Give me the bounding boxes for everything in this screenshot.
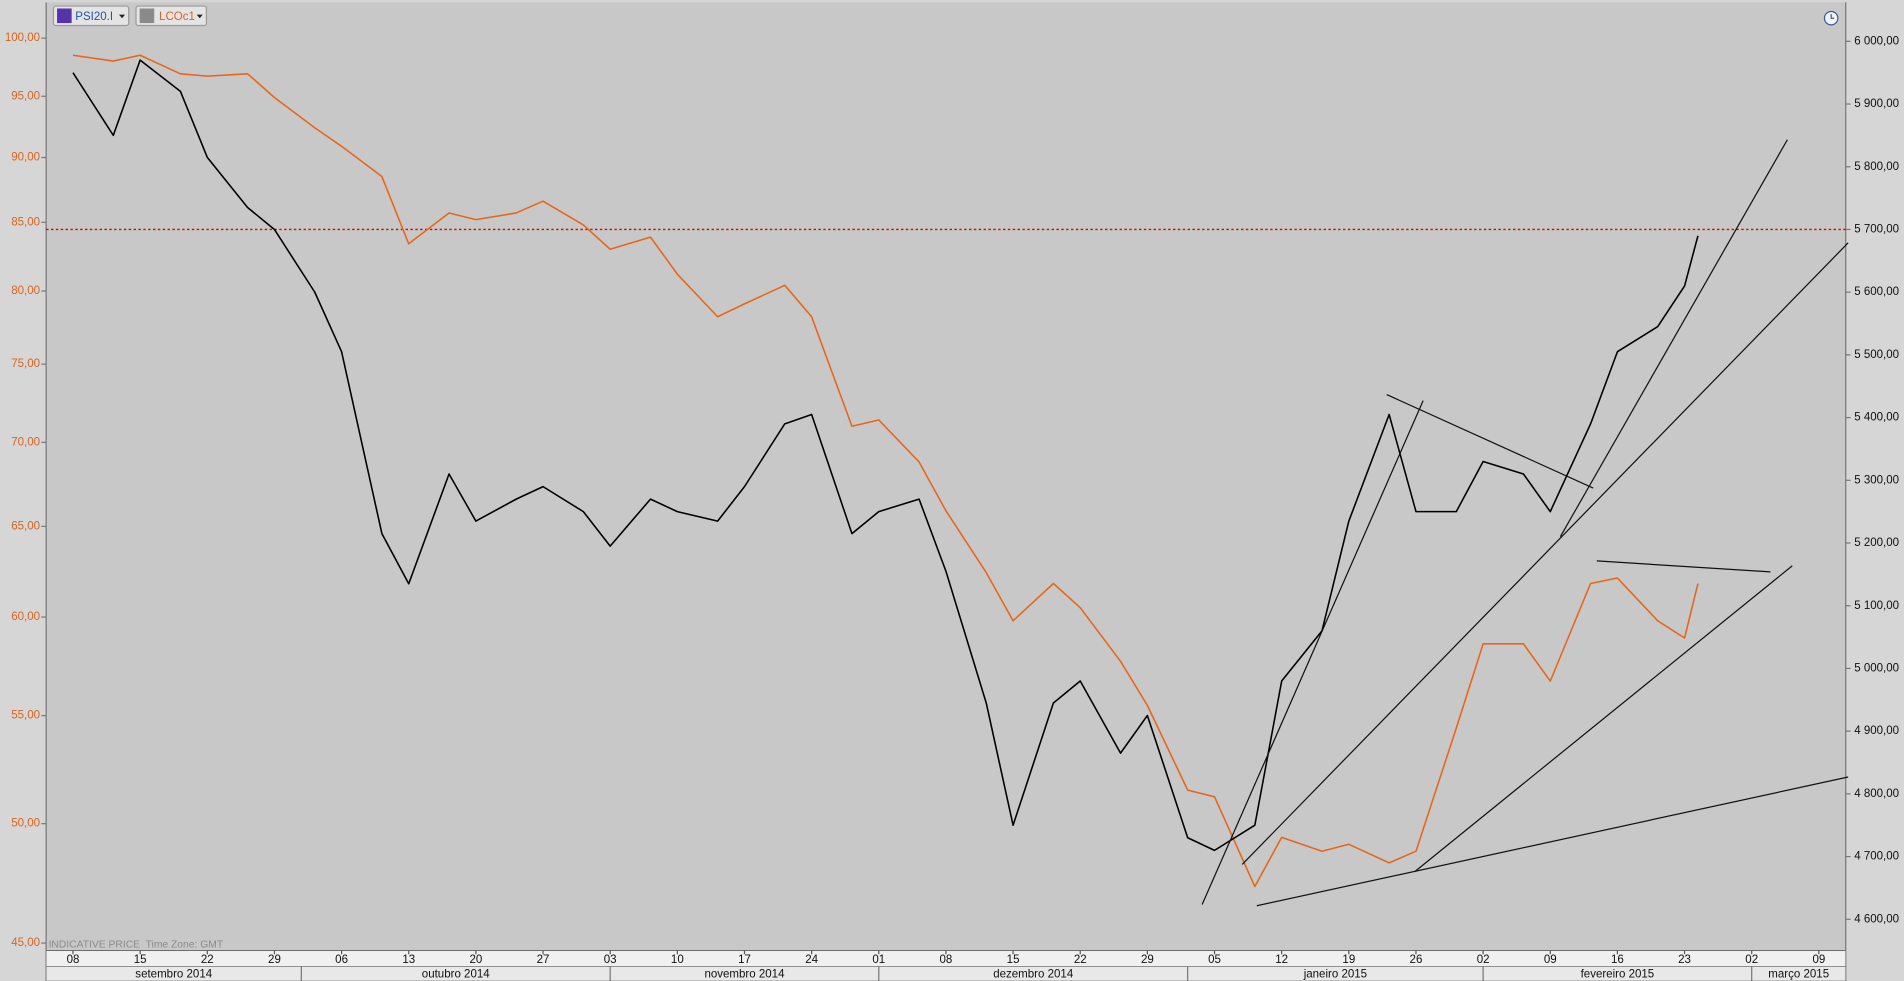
y2-tick-label: 5 700,00 bbox=[1854, 223, 1899, 235]
x-tick-label: 02 bbox=[1745, 954, 1758, 966]
y2-tick-label: 5 300,00 bbox=[1854, 474, 1899, 486]
x-tick-label: 02 bbox=[1477, 954, 1490, 966]
x-tick-label: 12 bbox=[1275, 954, 1288, 966]
x-tick-label: 27 bbox=[537, 954, 550, 966]
clock-hands bbox=[1830, 13, 1835, 19]
month-label: outubro 2014 bbox=[422, 968, 490, 980]
plot-area bbox=[46, 2, 1846, 951]
legend-label: LCOc1 bbox=[159, 11, 195, 23]
x-tick-label: 29 bbox=[268, 954, 281, 966]
y2-tick-label: 5 400,00 bbox=[1854, 412, 1899, 424]
y2-tick-label: 5 000,00 bbox=[1854, 662, 1899, 674]
x-tick-label: 06 bbox=[335, 954, 348, 966]
y2-tick-label: 4 700,00 bbox=[1854, 851, 1899, 863]
y2-tick-label: 6 000,00 bbox=[1854, 35, 1899, 47]
x-tick-label: 10 bbox=[671, 954, 684, 966]
month-label: setembro 2014 bbox=[135, 968, 212, 980]
y2-tick-label: 5 500,00 bbox=[1854, 349, 1899, 361]
month-label: março 2015 bbox=[1768, 968, 1829, 980]
footnote: INDICATIVE PRICE Time Zone: GMT bbox=[49, 939, 224, 950]
x-tick-label: 29 bbox=[1141, 954, 1154, 966]
y-tick-label: 95,00 bbox=[11, 90, 40, 102]
y2-tick-label: 4 800,00 bbox=[1854, 788, 1899, 800]
trend-line bbox=[1414, 565, 1793, 873]
y-tick-label: 65,00 bbox=[11, 520, 40, 532]
y-tick-label: 70,00 bbox=[11, 436, 40, 448]
y-tick-label: 50,00 bbox=[11, 818, 40, 830]
x-tick-label: 19 bbox=[1342, 954, 1355, 966]
x-tick-label: 05 bbox=[1208, 954, 1221, 966]
clock-icon[interactable] bbox=[1823, 10, 1839, 26]
y2-tick-label: 5 900,00 bbox=[1854, 98, 1899, 110]
x-tick-label: 09 bbox=[1812, 954, 1825, 966]
x-tick-label: 17 bbox=[738, 954, 751, 966]
trend-line bbox=[1256, 776, 1849, 907]
x-tick-label: 08 bbox=[940, 954, 953, 966]
dropdown-arrow bbox=[196, 14, 203, 19]
month-label: novembro 2014 bbox=[704, 968, 785, 980]
legend: PSI20.I LCOc1 bbox=[52, 5, 208, 27]
x-tick-label: 24 bbox=[805, 954, 818, 966]
x-tick-label: 09 bbox=[1544, 954, 1557, 966]
y2-tick-label: 5 100,00 bbox=[1854, 600, 1899, 612]
x-tick-label: 15 bbox=[134, 954, 147, 966]
y2-tick-label: 4 900,00 bbox=[1854, 725, 1899, 737]
trend-line bbox=[1386, 394, 1594, 489]
trend-line bbox=[1596, 560, 1771, 573]
y2-tick-label: 5 200,00 bbox=[1854, 537, 1899, 549]
y2-tick-label: 5 600,00 bbox=[1854, 286, 1899, 298]
y-tick-label: 100,00 bbox=[5, 32, 40, 44]
legend-icon bbox=[139, 8, 155, 24]
dropdown-arrow bbox=[119, 14, 126, 19]
month-axis-band bbox=[45, 966, 1847, 981]
x-tick-label: 26 bbox=[1410, 954, 1423, 966]
x-tick-label: 03 bbox=[604, 954, 617, 966]
x-tick-label: 13 bbox=[402, 954, 415, 966]
x-tick-label: 22 bbox=[1074, 954, 1087, 966]
x-tick-label: 20 bbox=[469, 954, 482, 966]
y2-tick-label: 4 600,00 bbox=[1854, 913, 1899, 925]
month-label: fevereiro 2015 bbox=[1581, 968, 1655, 980]
x-tick-label: 01 bbox=[872, 954, 885, 966]
trend-lines bbox=[1201, 139, 1849, 907]
trend-line bbox=[1201, 400, 1424, 905]
y-tick-label: 75,00 bbox=[11, 358, 40, 370]
x-tick-label: 08 bbox=[67, 954, 80, 966]
legend-label: PSI20.I bbox=[75, 11, 113, 23]
y-tick-label: 60,00 bbox=[11, 611, 40, 623]
y2-tick-label: 5 800,00 bbox=[1854, 161, 1899, 173]
y-tick-label: 45,00 bbox=[11, 937, 40, 949]
month-label: janeiro 2015 bbox=[1303, 968, 1367, 980]
y-tick-label: 80,00 bbox=[11, 285, 40, 297]
month-label: dezembro 2014 bbox=[993, 968, 1074, 980]
legend-icon bbox=[57, 8, 72, 24]
trend-line bbox=[1559, 139, 1788, 537]
x-tick-label: 23 bbox=[1678, 954, 1691, 966]
series-line bbox=[72, 54, 1699, 888]
legend-button[interactable] bbox=[52, 5, 130, 27]
x-tick-label: 22 bbox=[201, 954, 214, 966]
trend-line bbox=[1241, 242, 1849, 865]
x-tick-label: 16 bbox=[1611, 954, 1624, 966]
x-tick-label: 15 bbox=[1007, 954, 1020, 966]
series-line bbox=[72, 59, 1699, 852]
y-tick-label: 55,00 bbox=[11, 710, 40, 722]
y-tick-label: 85,00 bbox=[11, 216, 40, 228]
y-tick-label: 90,00 bbox=[11, 152, 40, 164]
